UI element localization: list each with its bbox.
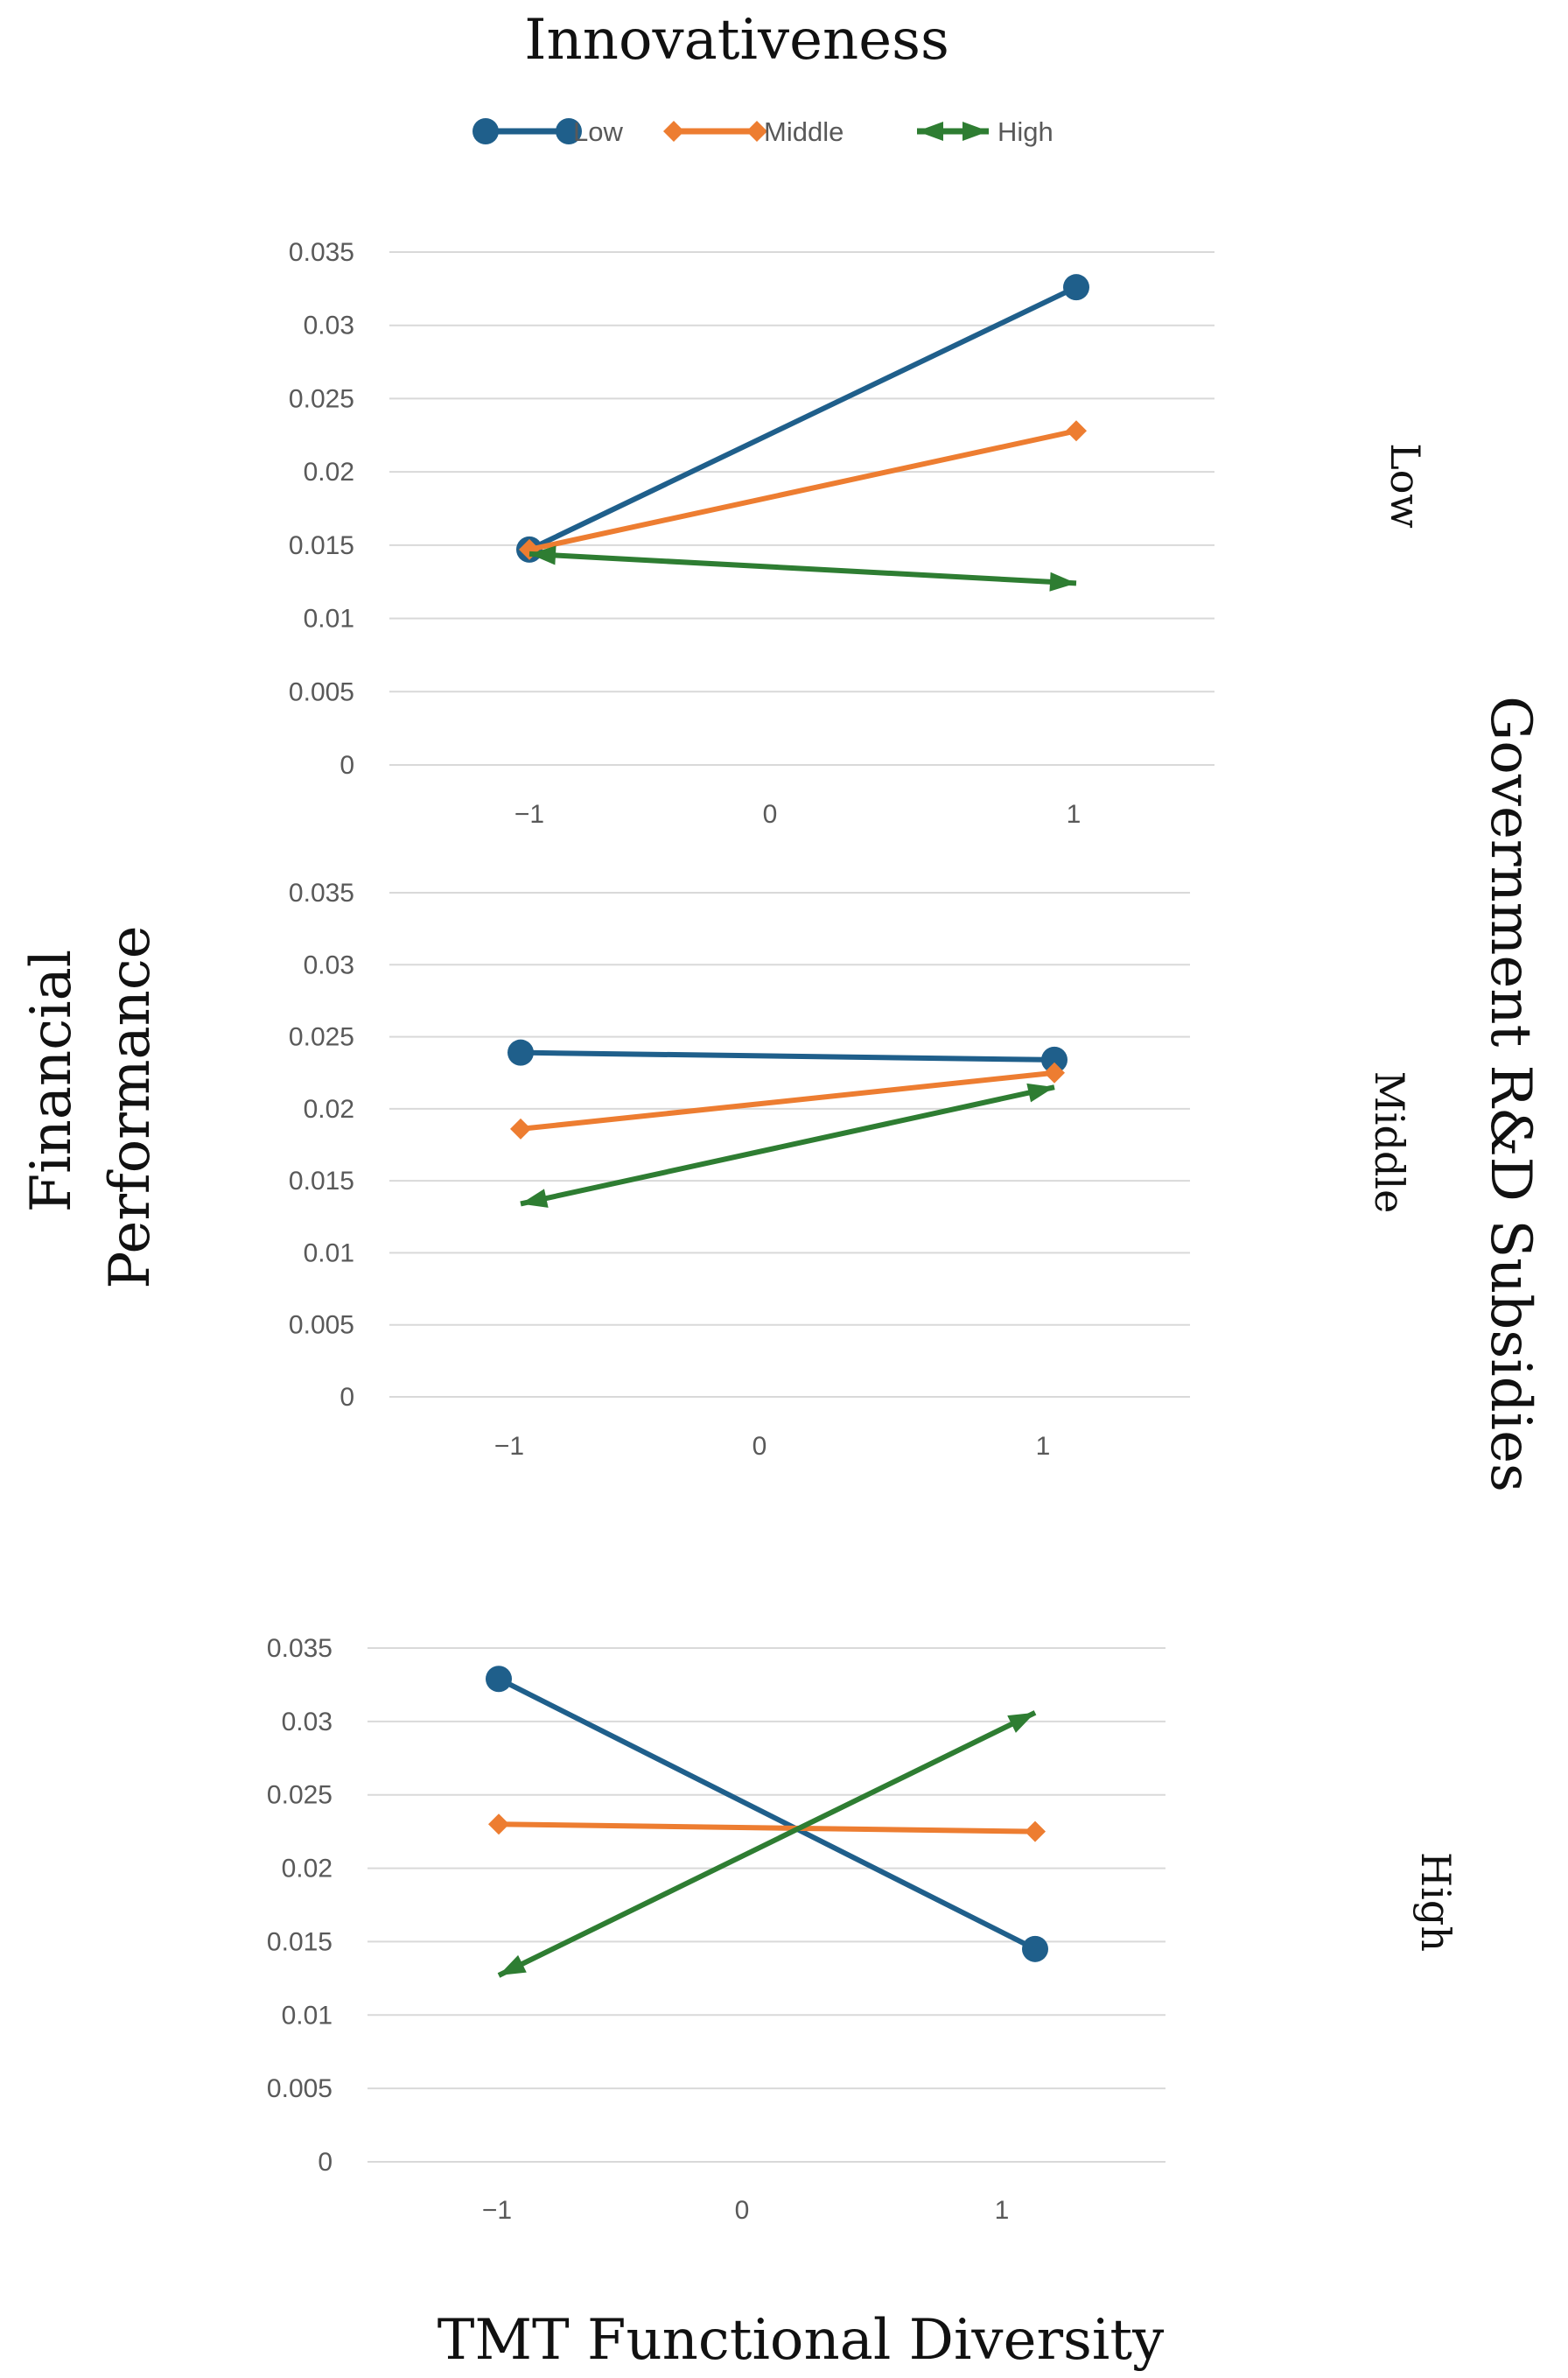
y-tick-label-5: 0.025: [267, 1781, 332, 1810]
y-tick-label-7: 0.035: [289, 238, 354, 267]
series-high-arrowhead-1: [1007, 1712, 1035, 1733]
y-tick-label-0: 0: [340, 751, 354, 780]
series-low: [486, 1666, 1048, 1962]
x-tick-label-1: 0: [735, 2196, 750, 2225]
series-line-middle: [528, 428, 1077, 552]
series-line-middle: [520, 1070, 1055, 1132]
y-axis-label-line2: Performance: [98, 925, 163, 1288]
y-tick-label-0: 0: [318, 2148, 332, 2177]
legend-item-middle: Middle: [663, 116, 844, 147]
right-axis-label: Government R&D Subsidies: [1478, 696, 1543, 1492]
legend: Low Middle High: [472, 116, 1054, 147]
series-low-point-1: [1041, 1046, 1068, 1073]
series-line-middle: [498, 1821, 1036, 1834]
series-line-low: [497, 1676, 1037, 1952]
series-middle-point-0: [510, 1118, 531, 1140]
series-high: [528, 545, 1077, 592]
figure-title: Innovativeness: [524, 8, 949, 73]
x-tick-label-2: 1: [1036, 1432, 1051, 1461]
x-tick-label-0: −1: [514, 800, 544, 829]
y-tick-label-2: 0.01: [304, 1238, 354, 1267]
y-tick-label-4: 0.02: [304, 1095, 354, 1124]
series-low-point-1: [1022, 1935, 1048, 1962]
panel-high-subsidies: 0 0.005 0.01 0.015 0.02 0.025 0.03 0.035 −1 0 1 Hig…: [267, 1634, 1460, 2225]
y-tick-label-5: 0.025: [289, 1023, 354, 1052]
series-high-arrowhead-0: [521, 1189, 549, 1208]
y-tick-label-1: 0.005: [267, 2074, 332, 2103]
series-low-point-1: [1063, 274, 1089, 301]
legend-item-high: High: [917, 116, 1054, 147]
series-line-low: [528, 284, 1078, 552]
series-low-point-0: [508, 1039, 534, 1066]
x-tick-label-0: −1: [494, 1432, 524, 1461]
series-middle-point-0: [488, 1813, 509, 1835]
legend-item-low: Low: [472, 116, 623, 147]
y-tick-label-4: 0.02: [304, 458, 354, 487]
series-middle-point-1: [1044, 1062, 1065, 1084]
y-tick-label-6: 0.03: [304, 312, 354, 340]
series-low: [516, 274, 1089, 563]
y-tick-label-5: 0.025: [289, 384, 354, 413]
panel-low-subsidies: 0 0.005 0.01 0.015 0.02 0.025 0.03 0.035 −1 0 1 Low: [289, 238, 1429, 829]
series-high-arrowhead-1: [1026, 1083, 1054, 1103]
series-high: [497, 1710, 1037, 1978]
x-tick-label-2: 1: [995, 2196, 1010, 2225]
y-tick-label-0: 0: [340, 1383, 354, 1412]
legend-middle-point-1: [746, 121, 767, 142]
y-tick-label-6: 0.03: [282, 1708, 332, 1736]
y-tick-label-6: 0.03: [304, 950, 354, 979]
series-line-high: [528, 551, 1077, 586]
series-line-high: [497, 1710, 1037, 1978]
series-low-point-0: [486, 1666, 512, 1693]
series-high: [520, 1083, 1055, 1208]
panel-label: Low: [1382, 443, 1429, 529]
x-tick-label-0: −1: [482, 2196, 512, 2225]
series-middle-point-1: [1025, 1820, 1046, 1842]
panel-middle-subsidies: 0 0.005 0.01 0.015 0.02 0.025 0.03 0.035 −1 0 1 Mid…: [289, 879, 1413, 1461]
y-tick-label-1: 0.005: [289, 677, 354, 706]
series-middle-point-1: [1066, 420, 1087, 442]
series-low: [508, 1039, 1068, 1073]
legend-label-middle: Middle: [764, 116, 844, 147]
series-middle: [488, 1813, 1046, 1842]
legend-label-low: Low: [573, 116, 623, 147]
series-middle: [519, 420, 1087, 560]
x-tick-label-1: 0: [752, 1432, 767, 1461]
x-axis-label: TMT Functional Diversity: [438, 2308, 1164, 2373]
y-tick-label-4: 0.02: [282, 1855, 332, 1883]
x-tick-label-2: 1: [1067, 800, 1082, 829]
y-tick-label-3: 0.015: [289, 531, 354, 560]
y-tick-label-7: 0.035: [267, 1634, 332, 1663]
legend-low-point-1: [556, 118, 582, 144]
x-tick-label-1: 0: [763, 800, 778, 829]
y-tick-label-7: 0.035: [289, 879, 354, 908]
panel-label: High: [1412, 1852, 1460, 1952]
legend-middle-point-0: [663, 121, 684, 142]
legend-high-arrowhead-0: [917, 122, 943, 141]
y-tick-label-2: 0.01: [282, 2001, 332, 2030]
y-tick-label-1: 0.005: [289, 1311, 354, 1340]
y-axis-label-line1: Financial: [19, 950, 84, 1212]
series-high-arrowhead-0: [529, 545, 556, 565]
series-middle: [510, 1062, 1065, 1140]
legend-label-high: High: [998, 116, 1054, 147]
y-tick-label-3: 0.015: [289, 1167, 354, 1196]
series-high-arrowhead-1: [1049, 572, 1076, 592]
legend-high-arrowhead-1: [962, 122, 989, 141]
legend-low-point-0: [472, 118, 499, 144]
series-high-arrowhead-0: [499, 1954, 527, 1976]
y-tick-label-3: 0.015: [267, 1927, 332, 1956]
y-tick-label-2: 0.01: [304, 605, 354, 634]
panel-label: Middle: [1366, 1071, 1413, 1214]
series-line-low: [520, 1049, 1055, 1063]
series-line-high: [520, 1084, 1055, 1207]
